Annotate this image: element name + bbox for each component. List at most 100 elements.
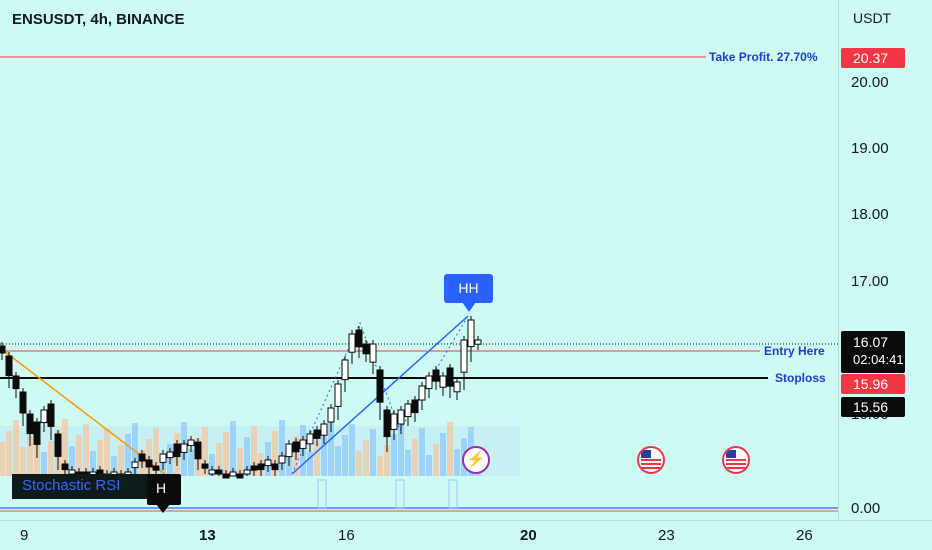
volume-bar bbox=[279, 420, 285, 476]
time-tick: 9 bbox=[20, 527, 29, 544]
volume-bar bbox=[62, 419, 68, 476]
hh-label: HH bbox=[444, 274, 493, 303]
volume-bar bbox=[328, 419, 334, 476]
volume-bar bbox=[0, 442, 5, 476]
volume-bar bbox=[405, 450, 411, 476]
us-flag-icon[interactable] bbox=[637, 446, 665, 474]
candles bbox=[0, 316, 482, 479]
volume-bar bbox=[321, 430, 327, 476]
volume-bar bbox=[356, 451, 362, 476]
down-candle bbox=[250, 465, 258, 471]
down-candle bbox=[215, 469, 223, 475]
down-candle bbox=[194, 441, 202, 460]
current-price: 16.07 bbox=[853, 334, 889, 350]
down-candle bbox=[257, 463, 265, 471]
up-candle bbox=[285, 443, 293, 458]
volume-bar bbox=[447, 422, 453, 476]
time-tick: 20 bbox=[520, 527, 537, 544]
down-candle bbox=[152, 465, 160, 471]
entry-price-tag: 15.96 bbox=[841, 374, 905, 394]
up-candle bbox=[397, 409, 405, 425]
volume-bar bbox=[230, 421, 236, 476]
volume-bar bbox=[111, 456, 117, 476]
volume-bar bbox=[27, 436, 33, 476]
down-candle bbox=[0, 345, 6, 354]
symbol-title: ENSUSDT, 4h, BINANCE bbox=[12, 11, 185, 28]
up-candle bbox=[243, 469, 251, 475]
volume-bar bbox=[391, 434, 397, 476]
currency-label: USDT bbox=[853, 10, 892, 26]
hh-pointer bbox=[462, 302, 476, 312]
up-candle bbox=[320, 423, 328, 436]
down-candle bbox=[12, 375, 20, 390]
up-candle bbox=[418, 385, 426, 401]
volume-bar bbox=[6, 431, 12, 476]
up-candle bbox=[40, 409, 48, 424]
us-flag-icon[interactable] bbox=[722, 446, 750, 474]
candlestick-chart[interactable] bbox=[0, 0, 838, 520]
volume-bar bbox=[48, 441, 54, 476]
volume-bar bbox=[69, 446, 75, 476]
volume-bar bbox=[202, 427, 208, 476]
time-axis[interactable]: 9 13 16 20 23 26 bbox=[0, 520, 932, 550]
volume-bar bbox=[426, 455, 432, 476]
down-candle bbox=[313, 429, 321, 439]
down-candle bbox=[47, 403, 55, 427]
down-candle bbox=[376, 369, 384, 403]
volume-bar bbox=[97, 440, 103, 476]
up-candle bbox=[264, 459, 272, 467]
stochastic-rsi-label[interactable]: Stochastic RSI bbox=[12, 474, 154, 499]
up-candle bbox=[425, 375, 433, 390]
volume-bar bbox=[209, 454, 215, 476]
volume-bar bbox=[132, 423, 138, 476]
down-candle bbox=[432, 369, 440, 382]
volume-bar bbox=[251, 426, 257, 476]
volume-bar bbox=[90, 451, 96, 476]
volume-bar bbox=[188, 449, 194, 476]
up-candle bbox=[341, 359, 349, 381]
down-candle bbox=[383, 409, 391, 438]
up-candle bbox=[453, 381, 461, 393]
price-tick: 0.00 bbox=[851, 500, 881, 517]
up-candle bbox=[460, 339, 468, 373]
down-candle bbox=[292, 441, 300, 453]
volume-bar bbox=[223, 432, 229, 476]
price-axis[interactable]: USDT 20.00 19.00 18.00 17.00 16.00 0.00 … bbox=[838, 0, 932, 520]
down-candle bbox=[411, 399, 419, 414]
price-tick: 18.00 bbox=[851, 206, 889, 223]
down-candle bbox=[19, 391, 27, 414]
stoch-marker bbox=[317, 479, 327, 509]
up-candle bbox=[299, 439, 307, 449]
down-candle bbox=[54, 433, 62, 457]
up-candle bbox=[159, 453, 167, 463]
down-candle bbox=[61, 463, 69, 471]
h-label: H bbox=[147, 474, 181, 505]
volume-bar bbox=[153, 428, 159, 476]
stoch-marker bbox=[395, 479, 405, 509]
take-profit-price-tag: 20.37 bbox=[841, 48, 905, 68]
up-candle bbox=[439, 375, 447, 388]
take-profit-label: Take Profit. 27.70% bbox=[709, 50, 818, 64]
up-candle bbox=[131, 461, 139, 469]
volume-bar bbox=[433, 444, 439, 476]
down-candle bbox=[236, 473, 244, 479]
bar-countdown: 02:04:41 bbox=[853, 352, 904, 367]
volume-bar bbox=[41, 452, 47, 476]
volume-bar bbox=[104, 429, 110, 476]
price-tick: 20.00 bbox=[851, 74, 889, 91]
up-candle bbox=[369, 343, 377, 363]
price-tick: 19.00 bbox=[851, 140, 889, 157]
volume-bar bbox=[13, 420, 19, 476]
volume-bar bbox=[244, 437, 250, 476]
time-tick: 13 bbox=[199, 527, 216, 544]
down-candle bbox=[201, 463, 209, 469]
orange-trendline bbox=[0, 347, 166, 475]
bolt-icon[interactable]: ⚡ bbox=[462, 446, 490, 474]
up-candle bbox=[474, 339, 482, 345]
chart-area[interactable]: ENSUSDT, 4h, BINANCE Take Profit. 27.70%… bbox=[0, 0, 838, 520]
up-candle bbox=[229, 471, 237, 477]
volume-bar bbox=[349, 424, 355, 476]
down-candle bbox=[5, 355, 13, 377]
up-candle bbox=[404, 403, 412, 418]
volume-bar bbox=[83, 424, 89, 476]
